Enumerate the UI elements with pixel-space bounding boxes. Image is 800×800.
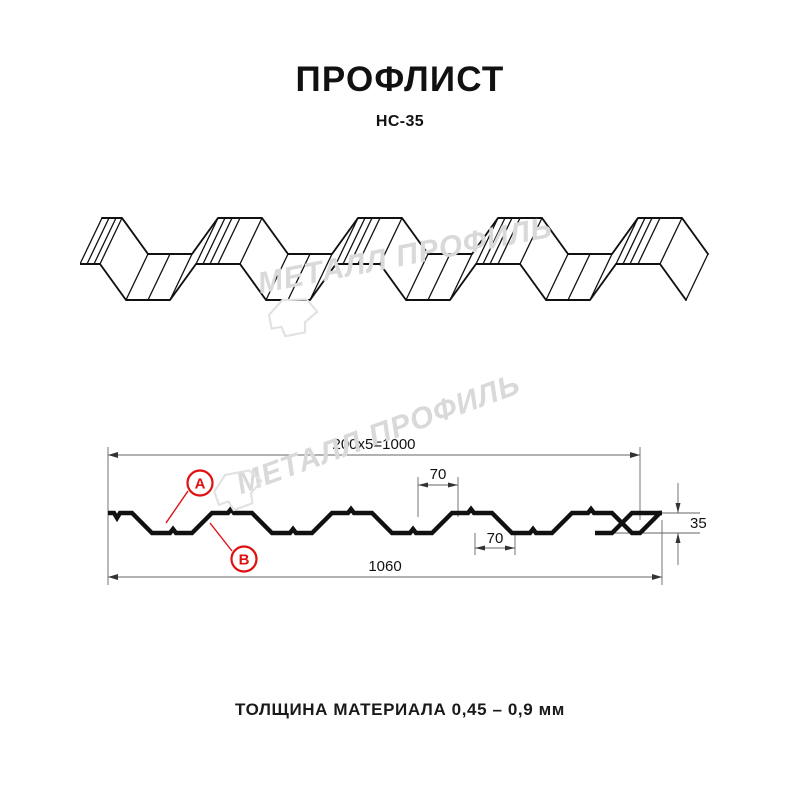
dimension-crest-width-label: 70	[430, 466, 447, 483]
marker-a-circle[interactable]	[186, 469, 214, 497]
profile-cross-section-path	[108, 505, 662, 536]
dimension-lines	[107, 447, 700, 585]
profile-right-end-path	[595, 510, 662, 536]
dimension-pitch-total-label: 200x5=1000	[333, 436, 416, 453]
technical-svg: A B 200x5=1000 70 70 1060 35	[107, 436, 707, 585]
marker-b-leader-line	[209, 522, 233, 552]
isometric-profile-drawing	[80, 200, 730, 350]
material-thickness-label: ТОЛЩИНА МАТЕРИАЛА 0,45 – 0,9 мм	[235, 700, 565, 719]
marker-a-label: A	[195, 476, 206, 493]
header: ПРОФЛИСТ НС-35	[0, 60, 800, 131]
product-model-label: НС-35	[375, 112, 425, 130]
dimension-labels: 200x5=1000 70 70 1060 35	[333, 436, 707, 575]
marker-b-circle[interactable]	[230, 545, 258, 573]
isometric-svg	[80, 217, 709, 301]
page-title: ПРОФЛИСТ	[295, 60, 505, 99]
iso-sheet-body	[80, 217, 709, 301]
marker-b-label: B	[239, 552, 250, 569]
dimension-profile-height-label: 35	[690, 515, 707, 532]
dimension-arrows	[108, 452, 681, 580]
marker-a-leader-line	[165, 490, 189, 524]
dimension-trough-width-label: 70	[487, 530, 504, 547]
annotation-markers: A B	[165, 469, 258, 573]
dimension-overall-width-label: 1060	[368, 558, 401, 575]
technical-cross-section-drawing: A B 200x5=1000 70 70 1060 35	[100, 425, 720, 600]
footer: ТОЛЩИНА МАТЕРИАЛА 0,45 – 0,9 мм	[0, 700, 800, 720]
